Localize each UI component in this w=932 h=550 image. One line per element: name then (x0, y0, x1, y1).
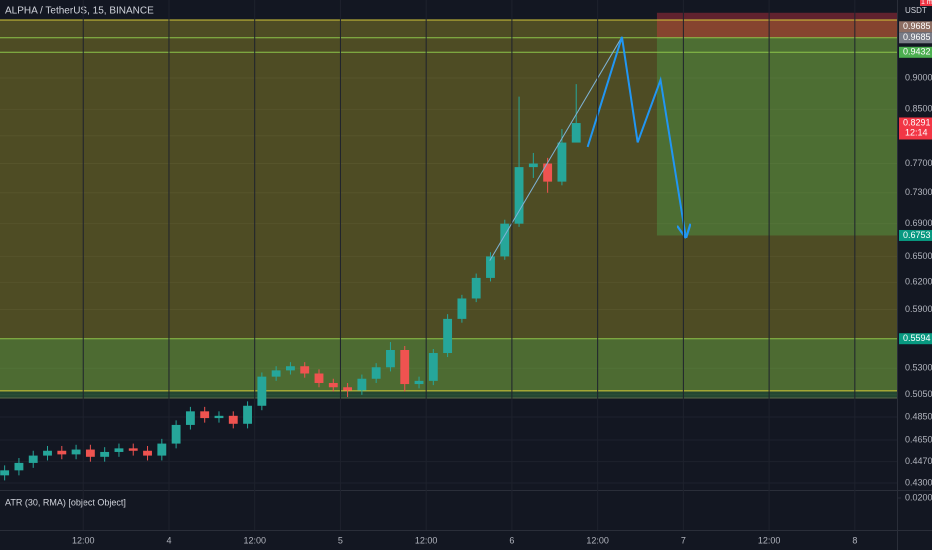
x-tick-label: 8 (852, 535, 857, 545)
price-label-box (899, 117, 932, 140)
y-tick-label: 0.4850 (905, 411, 932, 421)
stop-zone (656, 12, 897, 38)
candle-body (528, 163, 538, 168)
main-pane (0, 12, 897, 484)
candle-body (71, 449, 81, 455)
candle-body (200, 411, 210, 419)
candle-body (571, 123, 581, 143)
y-tick-label: 0.5900 (905, 304, 932, 314)
candle-body (57, 450, 67, 455)
y-tick-label: 0.4650 (905, 434, 932, 444)
candle-body (457, 298, 467, 319)
price-label-box (899, 32, 932, 44)
price-label-box (899, 229, 932, 241)
candle-body (543, 163, 553, 182)
candle-body (343, 387, 353, 391)
candle-body (357, 378, 367, 391)
price-label: 0.9432 (903, 47, 931, 57)
projection-path (586, 36, 686, 236)
candle-body (114, 448, 124, 452)
countdown-label: 12:14 (905, 127, 928, 137)
candle-body (514, 167, 524, 224)
y-tick-label: 0.7700 (905, 158, 932, 168)
indicator-tick-label: 0.0200 (905, 492, 932, 502)
candle-body (0, 470, 10, 476)
corner-label: USDT (905, 6, 927, 15)
candle-body (185, 411, 195, 425)
y-tick-label: 0.6900 (905, 218, 932, 228)
target-zone (656, 37, 897, 236)
price-label: 0.6753 (903, 230, 931, 240)
candle-body (43, 450, 52, 456)
candle-body (128, 448, 138, 451)
candle-body (171, 424, 181, 444)
y-tick-label: 0.9000 (905, 72, 932, 82)
price-label: 0.5594 (903, 333, 931, 343)
y-tick-label: 0.5050 (905, 389, 932, 399)
candle-body (28, 455, 38, 463)
candle-body (314, 373, 324, 383)
candle-body (157, 443, 167, 456)
price-label: 0.9685 (903, 21, 931, 31)
price-label-box (899, 333, 932, 345)
y-tick-label: 0.7300 (905, 187, 932, 197)
y-tick-label: 0.5300 (905, 363, 932, 373)
candle-body (85, 449, 95, 457)
candle-body (143, 450, 152, 456)
candle-body (100, 451, 110, 457)
x-tick-label: 12:00 (415, 535, 438, 545)
price-label: 0.9685 (903, 32, 931, 42)
candle-body (486, 256, 495, 278)
y-tick-label: 0.4300 (905, 477, 932, 487)
x-tick-label: 12:00 (72, 535, 95, 545)
candle-body (414, 380, 424, 385)
corner-label: 1 m (921, 0, 932, 6)
candle-body (271, 370, 281, 377)
price-label-box (899, 21, 932, 33)
candle-body (386, 349, 395, 368)
candle-body (371, 367, 381, 379)
candle-body (300, 366, 310, 374)
x-tick-label: 7 (681, 535, 686, 545)
candle-body (328, 382, 338, 388)
candle-body (257, 376, 267, 406)
y-tick-label: 0.8500 (905, 104, 932, 114)
x-tick-label: 12:00 (586, 535, 609, 545)
price-label: 0.8291 (903, 117, 931, 127)
x-tick-label: 4 (166, 535, 171, 545)
candle-body (428, 353, 438, 381)
candle-body (14, 462, 24, 471)
candle-body (243, 405, 252, 424)
x-tick-label: 12:00 (243, 535, 266, 545)
corner-box (920, 0, 932, 6)
candle-body (471, 277, 481, 299)
candle-body (400, 349, 410, 385)
x-tick-label: 5 (338, 535, 343, 545)
candle-body (500, 223, 510, 257)
y-tick-label: 0.4470 (905, 456, 932, 466)
candle-body (285, 366, 295, 371)
candle-body (214, 415, 224, 419)
y-tick-label: 0.6200 (905, 277, 932, 287)
candle-body (228, 415, 238, 424)
y-tick-label: 0.6500 (905, 251, 932, 261)
price-label-box (899, 46, 932, 58)
candle-body (443, 318, 453, 354)
candle-body (557, 142, 567, 182)
x-tick-label: 12:00 (758, 535, 781, 545)
indicator-name: ATR (30, RMA) [object Object] (5, 497, 126, 507)
x-tick-label: 6 (509, 535, 514, 545)
chart-title: ALPHA / TetherUS, 15, BINANCE (5, 6, 154, 17)
